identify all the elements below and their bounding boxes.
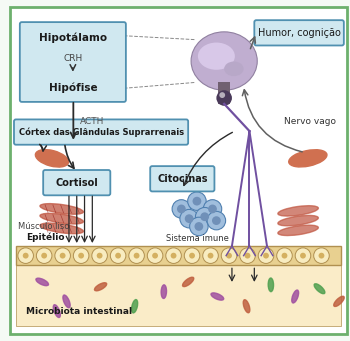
Ellipse shape — [161, 285, 167, 298]
Text: Microbiota intestinal: Microbiota intestinal — [26, 307, 132, 316]
Circle shape — [203, 200, 222, 218]
Text: Córtex das Glândulas Suprarrenais: Córtex das Glândulas Suprarrenais — [19, 127, 184, 137]
Text: Nervo vago: Nervo vago — [284, 117, 336, 126]
Text: Humor, cognição: Humor, cognição — [258, 28, 341, 38]
Ellipse shape — [211, 293, 224, 300]
Ellipse shape — [183, 277, 194, 286]
FancyBboxPatch shape — [14, 119, 188, 145]
Ellipse shape — [278, 206, 318, 216]
Text: Hipófise: Hipófise — [49, 82, 97, 92]
Circle shape — [263, 253, 269, 258]
Ellipse shape — [278, 216, 318, 226]
Circle shape — [221, 248, 237, 264]
Circle shape — [195, 222, 203, 231]
Bar — [16, 265, 341, 326]
Circle shape — [300, 253, 306, 258]
FancyBboxPatch shape — [254, 20, 344, 45]
Ellipse shape — [53, 305, 60, 317]
Circle shape — [134, 253, 140, 258]
Circle shape — [110, 248, 126, 264]
Circle shape — [184, 248, 200, 264]
Ellipse shape — [63, 295, 70, 308]
Text: Músculo liso: Músculo liso — [18, 222, 69, 231]
Ellipse shape — [36, 278, 49, 286]
Circle shape — [318, 253, 324, 258]
Text: Epitélio: Epitélio — [26, 233, 64, 242]
Ellipse shape — [191, 32, 257, 90]
Circle shape — [240, 248, 255, 264]
Circle shape — [314, 248, 329, 264]
FancyBboxPatch shape — [43, 170, 110, 195]
Circle shape — [92, 248, 107, 264]
Ellipse shape — [35, 150, 69, 167]
Circle shape — [60, 253, 65, 258]
Ellipse shape — [40, 223, 83, 234]
Ellipse shape — [94, 283, 107, 291]
Circle shape — [193, 197, 201, 206]
Text: CRH: CRH — [63, 54, 83, 63]
Ellipse shape — [292, 290, 299, 303]
Circle shape — [188, 192, 206, 210]
Circle shape — [208, 253, 214, 258]
Text: Citocinas: Citocinas — [157, 174, 208, 184]
Circle shape — [172, 200, 191, 218]
Circle shape — [74, 248, 89, 264]
Text: Cortisol: Cortisol — [55, 178, 98, 188]
Circle shape — [277, 248, 292, 264]
Circle shape — [226, 253, 232, 258]
Circle shape — [41, 253, 47, 258]
Ellipse shape — [334, 296, 344, 307]
Text: ACTH: ACTH — [80, 117, 105, 126]
FancyBboxPatch shape — [10, 6, 347, 335]
Circle shape — [200, 212, 209, 221]
Ellipse shape — [132, 300, 138, 313]
Circle shape — [147, 248, 163, 264]
Circle shape — [185, 214, 194, 223]
Bar — [218, 83, 230, 104]
Circle shape — [207, 211, 226, 230]
Circle shape — [18, 248, 34, 264]
Circle shape — [23, 253, 29, 258]
Circle shape — [216, 90, 232, 106]
Circle shape — [212, 216, 221, 225]
Circle shape — [189, 253, 195, 258]
Ellipse shape — [198, 43, 235, 70]
Circle shape — [208, 205, 217, 213]
Text: Sistema imune: Sistema imune — [167, 234, 229, 243]
Circle shape — [97, 253, 103, 258]
Circle shape — [203, 248, 218, 264]
Circle shape — [115, 253, 121, 258]
Ellipse shape — [40, 213, 83, 224]
Ellipse shape — [224, 61, 244, 76]
Ellipse shape — [314, 284, 325, 294]
Circle shape — [180, 209, 198, 228]
Circle shape — [171, 253, 176, 258]
Circle shape — [55, 248, 70, 264]
Circle shape — [36, 248, 52, 264]
Circle shape — [281, 253, 287, 258]
Circle shape — [152, 253, 158, 258]
Circle shape — [245, 253, 251, 258]
Ellipse shape — [278, 225, 318, 236]
Bar — [16, 246, 341, 265]
FancyBboxPatch shape — [150, 166, 215, 191]
Circle shape — [190, 217, 208, 236]
FancyBboxPatch shape — [20, 22, 126, 102]
Ellipse shape — [243, 300, 250, 313]
Circle shape — [78, 253, 84, 258]
Circle shape — [166, 248, 181, 264]
Circle shape — [177, 205, 186, 213]
Circle shape — [258, 248, 274, 264]
Ellipse shape — [289, 150, 327, 167]
Ellipse shape — [268, 278, 274, 292]
Circle shape — [129, 248, 144, 264]
Circle shape — [195, 207, 214, 226]
Text: Hipotálamo: Hipotálamo — [39, 32, 107, 43]
Circle shape — [295, 248, 311, 264]
Ellipse shape — [40, 204, 83, 214]
Circle shape — [219, 92, 225, 98]
